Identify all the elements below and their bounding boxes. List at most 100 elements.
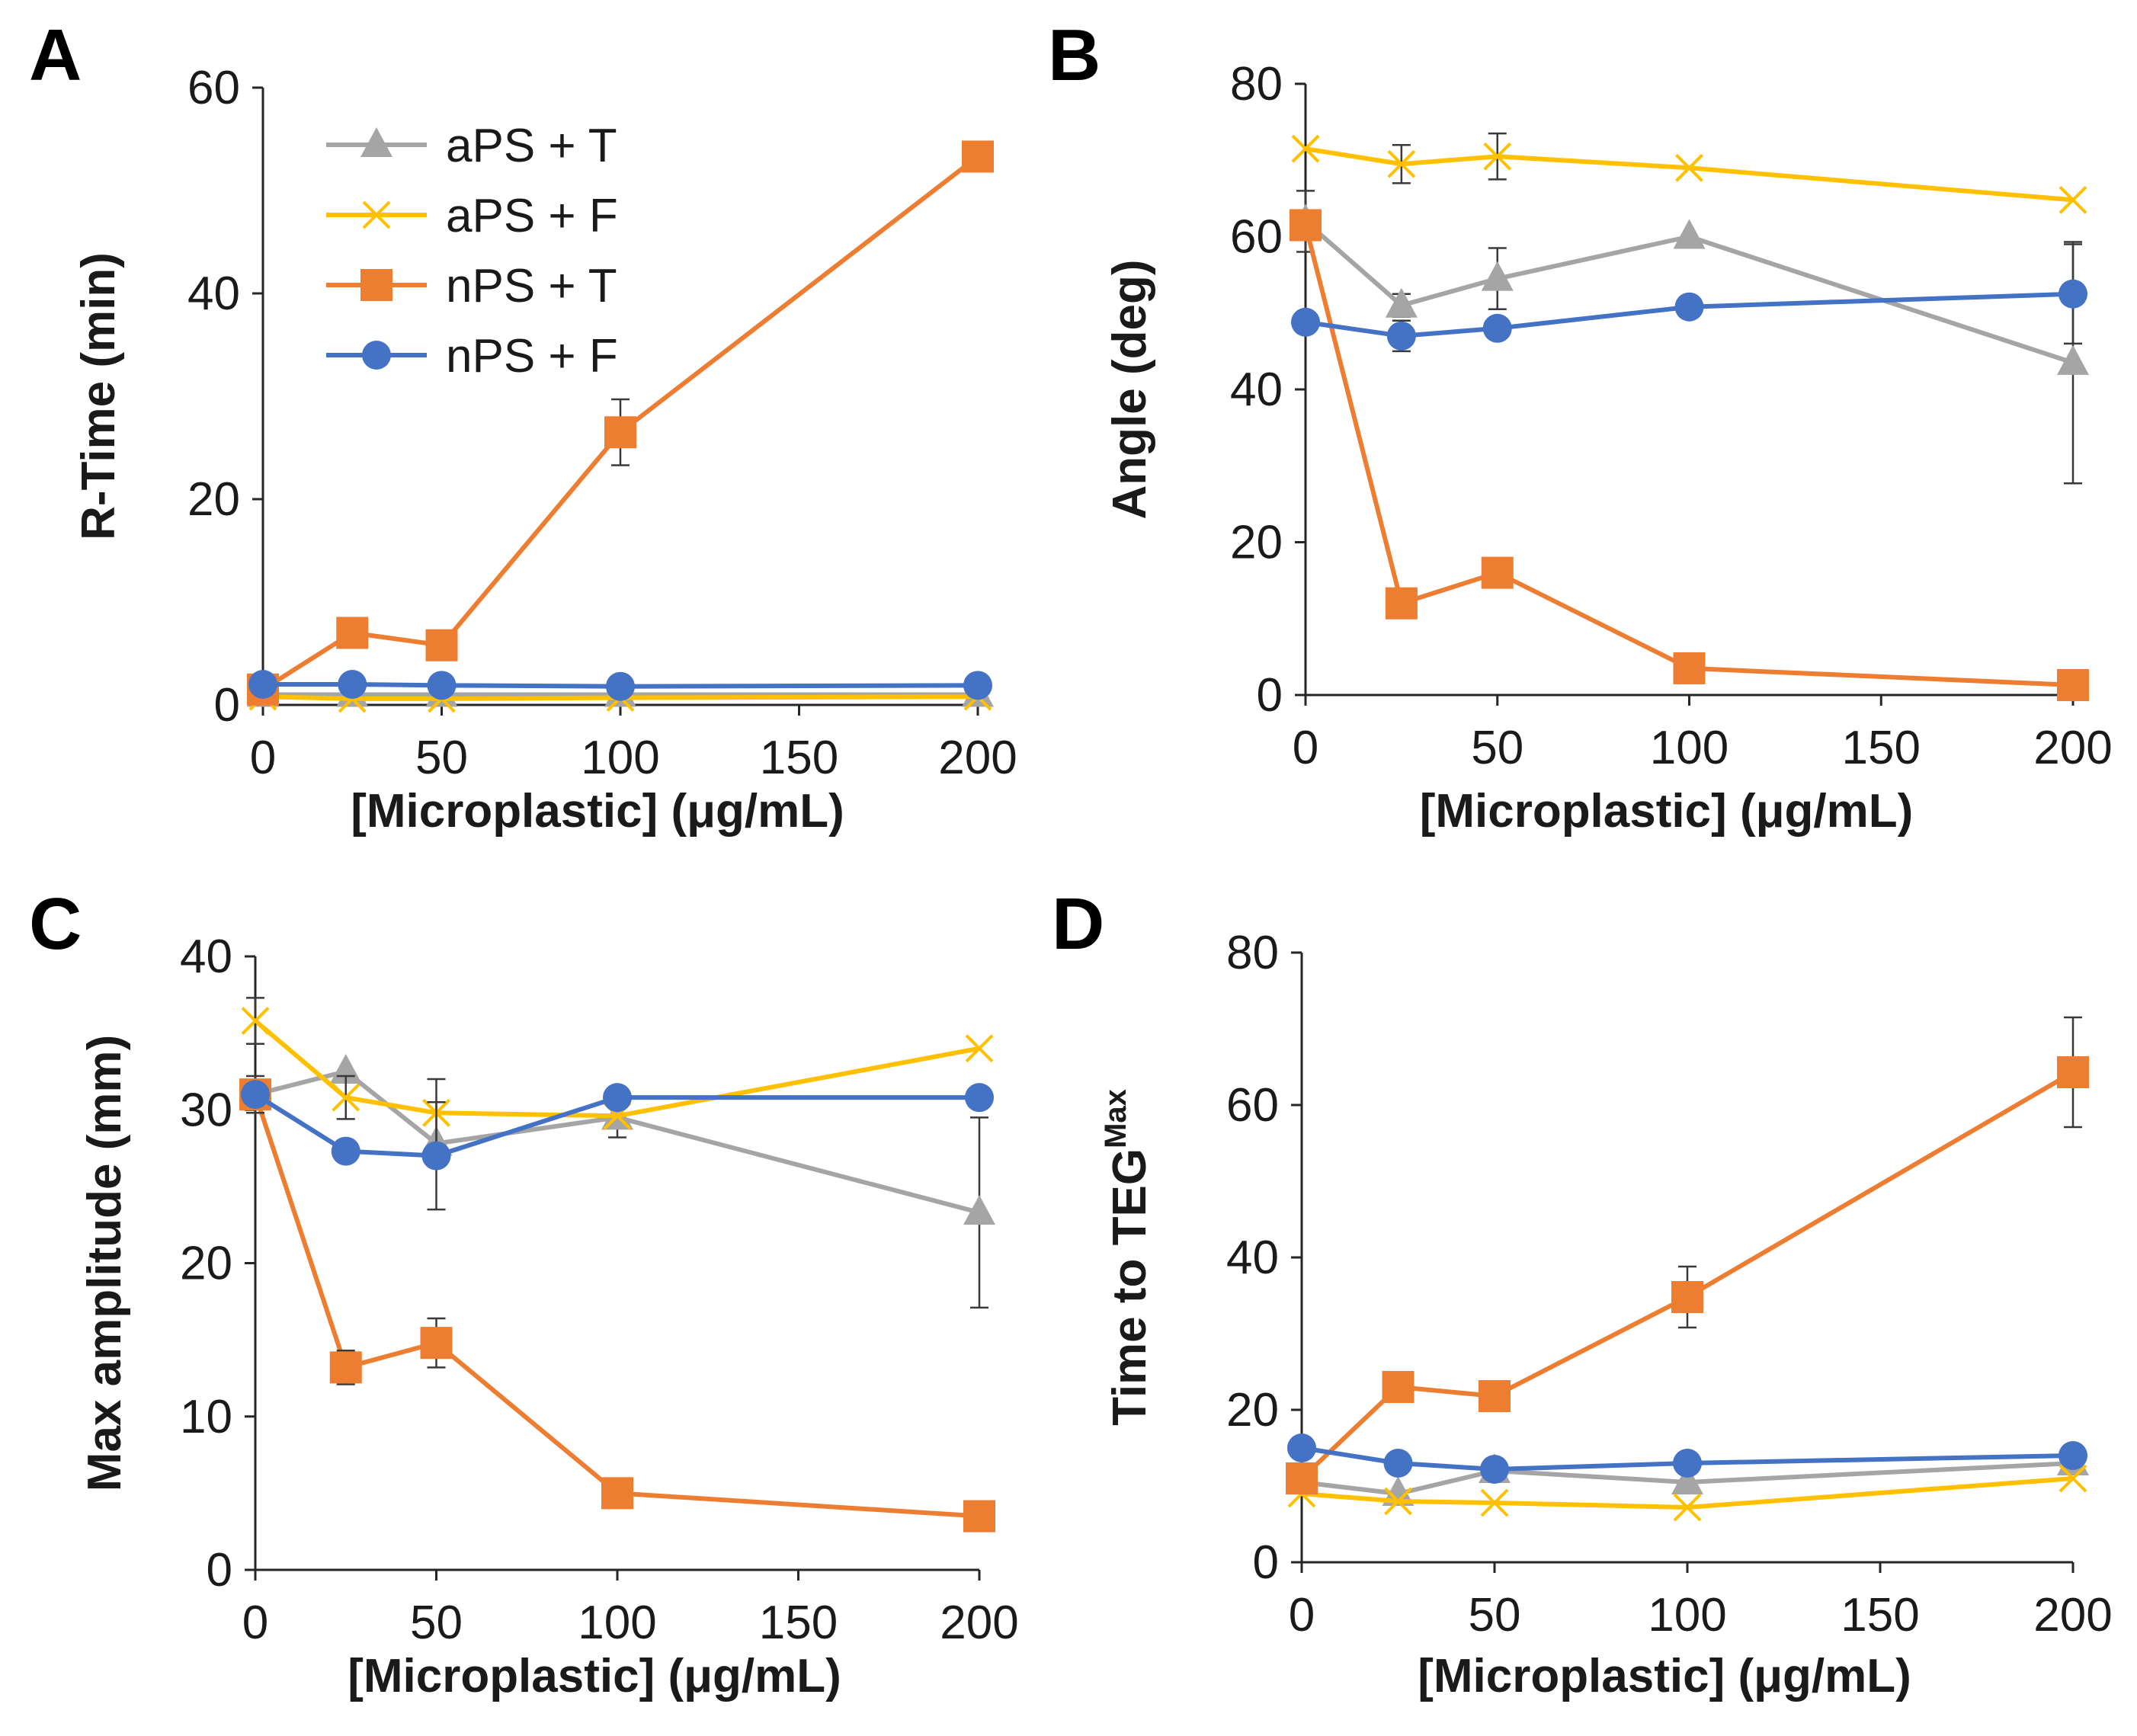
data-point <box>1291 307 1320 337</box>
panel-letter: D <box>1052 883 1104 965</box>
data-point <box>1673 1493 1702 1522</box>
legend-marker <box>362 200 391 229</box>
y-tick-label: 0 <box>1253 1536 1279 1589</box>
data-point <box>1482 313 1512 343</box>
data-point <box>421 1141 451 1171</box>
data-point <box>1386 321 1416 351</box>
data-point <box>1287 1433 1316 1462</box>
y-tick-label: 80 <box>1230 58 1283 111</box>
data-point <box>1481 556 1514 589</box>
y-tick-label: 0 <box>214 679 240 732</box>
data-point <box>963 1195 995 1225</box>
data-point <box>329 1351 362 1384</box>
data-point <box>2059 279 2087 309</box>
data-point <box>425 629 458 661</box>
x-axis-title: [Microplastic] (μg/mL) <box>351 785 844 838</box>
data-point <box>963 1500 995 1533</box>
data-point <box>1481 261 1514 291</box>
y-axis-title: Angle (deg) <box>1104 260 1156 520</box>
series-line <box>253 1094 980 1519</box>
series-nps-f <box>248 670 992 701</box>
data-point <box>1290 209 1322 242</box>
data-point <box>248 670 277 699</box>
data-point <box>962 140 994 173</box>
data-point <box>606 671 635 701</box>
x-axis-title: [Microplastic] (μg/mL) <box>1418 1650 1911 1702</box>
legend-item: aPS + F <box>326 190 618 242</box>
data-point <box>1387 149 1416 178</box>
x-tick-label: 0 <box>1293 722 1318 774</box>
series-line <box>1305 146 2074 203</box>
x-tick-label: 150 <box>1841 1589 1919 1642</box>
series-aps-f <box>1291 132 2087 214</box>
data-point <box>965 1083 994 1113</box>
y-tick-label: 40 <box>1230 364 1283 416</box>
panel-c: C 0 10 20 30 40 0 50 100 150 200 [Microplastic] (μg… <box>29 883 1019 1702</box>
y-tick-label: 40 <box>1226 1232 1279 1284</box>
y-tick-label: 40 <box>180 930 232 983</box>
data-point <box>2059 1441 2087 1470</box>
data-point <box>241 1007 270 1035</box>
series-nps-f <box>1287 1433 2087 1484</box>
data-point <box>1383 1449 1413 1478</box>
y-axis-title-superscript: Max <box>1099 1089 1133 1148</box>
data-point <box>2057 344 2089 375</box>
y-tick-label: 60 <box>1230 211 1283 264</box>
data-point <box>1673 1449 1702 1478</box>
series-nps-t <box>239 1075 995 1533</box>
panel-letter: C <box>29 883 82 965</box>
legend-marker <box>362 341 391 370</box>
data-point <box>1480 1455 1509 1484</box>
legend-label: nPS + F <box>446 330 618 383</box>
data-point <box>338 670 367 699</box>
legend-marker <box>360 269 392 301</box>
y-tick-label: 20 <box>1226 1384 1279 1437</box>
data-point <box>2059 185 2087 214</box>
panel-a: A 0 20 40 60 0 50 100 150 200 [Microplastic] (μg/m… <box>29 14 1017 838</box>
data-point <box>603 1083 632 1113</box>
series-nps-t <box>1286 1016 2089 1494</box>
y-tick-label: 0 <box>1257 669 1283 722</box>
series-nps-t <box>247 140 994 706</box>
y-tick-label: 60 <box>187 62 240 114</box>
data-point <box>1382 1371 1415 1403</box>
data-point <box>604 416 636 449</box>
legend-item: nPS + T <box>326 260 617 312</box>
y-tick-label: 20 <box>180 1238 232 1290</box>
data-point <box>331 1136 360 1166</box>
data-point <box>1291 134 1320 163</box>
data-point <box>601 1477 633 1510</box>
x-axis-title: [Microplastic] (μg/mL) <box>348 1650 841 1702</box>
y-tick-label: 80 <box>1226 927 1279 979</box>
x-tick-label: 50 <box>1471 722 1523 774</box>
panel-d: D 0 20 40 60 80 0 50 100 150 200 [Microplastic] (μg… <box>1052 883 2113 1702</box>
x-tick-label: 100 <box>578 1597 656 1649</box>
x-tick-label: 200 <box>938 732 1017 784</box>
data-point <box>427 671 457 700</box>
y-axis-title: R-Time (min) <box>72 252 125 540</box>
data-point <box>1385 287 1418 318</box>
series-nps-f <box>1291 243 2087 353</box>
data-point <box>963 671 992 700</box>
data-point <box>336 617 369 649</box>
y-tick-label: 20 <box>1230 517 1283 569</box>
data-point <box>1385 587 1418 620</box>
legend-label: nPS + T <box>446 260 617 312</box>
data-point <box>2057 1056 2089 1088</box>
panel-letter: A <box>29 14 82 96</box>
data-point <box>332 1083 360 1112</box>
legend-item: nPS + F <box>326 330 618 383</box>
data-point <box>2057 668 2089 701</box>
x-tick-label: 200 <box>2033 722 2112 774</box>
data-point <box>1480 1488 1509 1517</box>
series-nps-f <box>241 1080 994 1211</box>
y-axis-title: Max amplitude (mm) <box>78 1035 131 1491</box>
data-point <box>1286 1462 1318 1494</box>
data-point <box>1675 153 1703 182</box>
data-point <box>1673 219 1706 249</box>
data-point <box>241 1080 270 1110</box>
data-point <box>1479 1380 1511 1412</box>
data-point <box>1384 1487 1412 1516</box>
x-tick-label: 50 <box>410 1597 463 1649</box>
